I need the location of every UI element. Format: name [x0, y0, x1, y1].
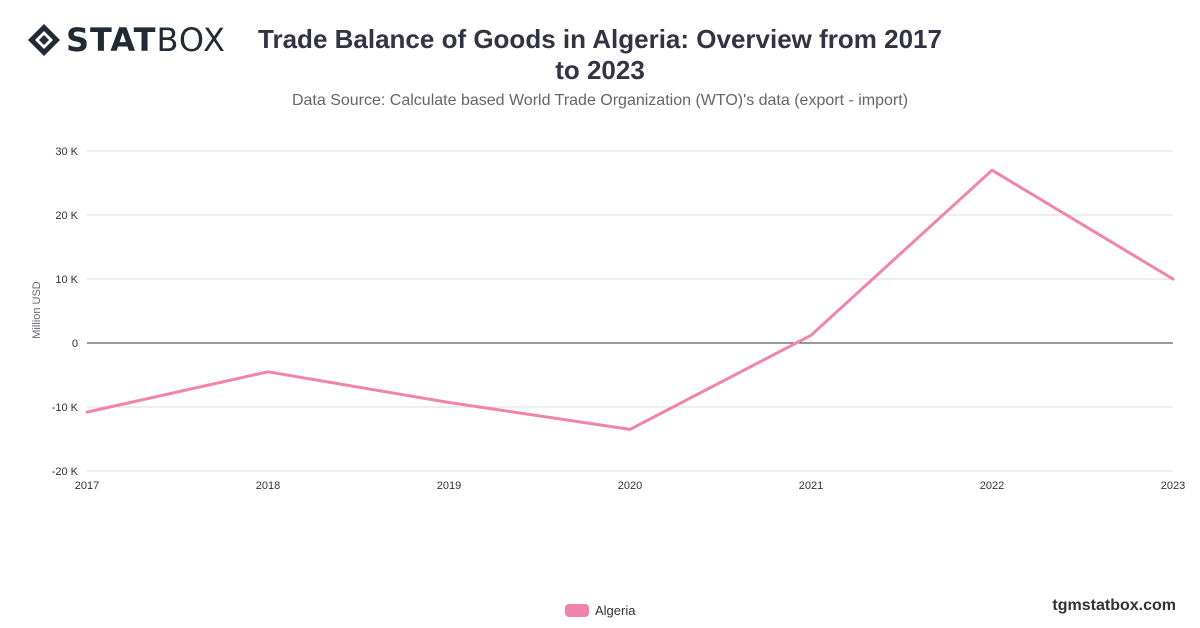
chart-subtitle: Data Source: Calculate based World Trade…	[291, 92, 909, 109]
brand-bold-text: STAT	[66, 21, 157, 59]
y-tick-label: -10 K	[52, 402, 79, 414]
x-tick-label: 2021	[799, 480, 823, 492]
y-axis-label: Million USD	[31, 281, 43, 339]
diamond-logo-icon	[28, 24, 60, 56]
legend-swatch	[565, 604, 589, 617]
brand-light-text: BOX	[156, 21, 226, 59]
x-tick-label: 2022	[980, 480, 1004, 492]
x-axis-ticks: 2017 2018 2019 2020 2021 2022 2023	[75, 480, 1185, 492]
chart-title: Trade Balance of Goods in Algeria: Overv…	[258, 24, 942, 85]
series-line-algeria[interactable]	[85, 168, 1175, 431]
site-credit: tgmstatbox.com	[1052, 597, 1176, 614]
x-tick-label: 2019	[437, 480, 461, 492]
y-axis-ticks: 30 K 20 K 10 K 0 -10 K -20 K	[52, 146, 79, 478]
y-tick-label: 30 K	[55, 146, 78, 158]
y-tick-label: 20 K	[55, 210, 78, 222]
y-tick-label: 10 K	[55, 274, 78, 286]
grid-lines	[87, 150, 1173, 472]
x-tick-label: 2023	[1161, 480, 1185, 492]
y-tick-label: 0	[72, 338, 78, 350]
y-tick-label: -20 K	[52, 466, 79, 478]
x-tick-label: 2018	[256, 480, 280, 492]
series-layer	[85, 168, 1175, 431]
x-tick-label: 2020	[618, 480, 642, 492]
x-tick-label: 2017	[75, 480, 99, 492]
legend[interactable]: Algeria	[565, 603, 635, 618]
brand-logo: STATBOX	[26, 22, 226, 58]
legend-label: Algeria	[595, 603, 636, 618]
